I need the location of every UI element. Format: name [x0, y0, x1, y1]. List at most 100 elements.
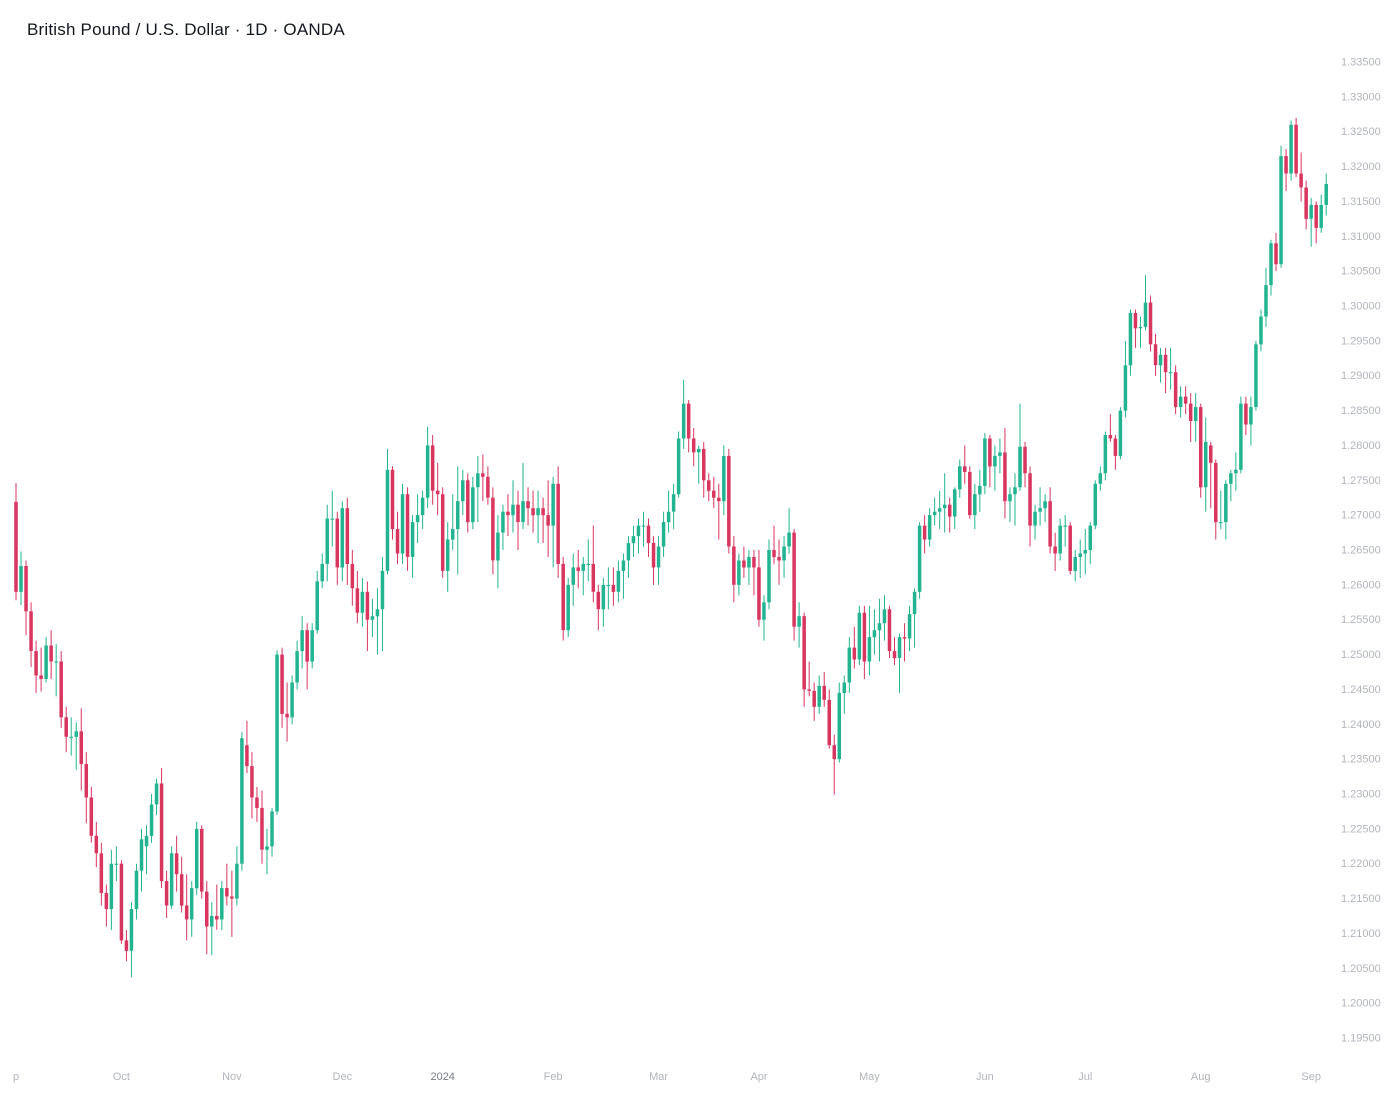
candle-body — [199, 828, 204, 892]
candle-body — [1093, 483, 1098, 526]
candle-body — [44, 645, 48, 679]
candle-body — [1118, 410, 1123, 456]
time-scale[interactable]: p Oct Nov Dec 2024 Feb Mar Apr May Jun Jul Aug Sep — [13, 1071, 1321, 1083]
candle-body — [963, 466, 967, 472]
candle-body — [114, 863, 119, 865]
price-scale[interactable]: 1.33500 1.33000 1.32500 1.32000 1.31500 1.310… — [1341, 57, 1381, 1045]
price-tick-label: 1.22500 — [1341, 823, 1381, 835]
candle-body — [481, 473, 485, 477]
candle-body — [626, 543, 631, 561]
time-tick-label: Apr — [750, 1071, 767, 1083]
candle-body — [290, 682, 294, 718]
candle-body — [867, 637, 872, 662]
candle-body — [300, 630, 304, 652]
candle-body — [179, 874, 184, 906]
candle-body — [927, 515, 932, 540]
candle-body — [425, 445, 430, 498]
candle-body — [400, 494, 405, 554]
candle-body — [852, 647, 857, 660]
symbol-title[interactable]: British Pound / U.S. Dollar · 1D · OANDA — [27, 20, 345, 39]
candle-body — [144, 835, 149, 847]
candle-body — [877, 623, 882, 631]
candle-body — [762, 602, 766, 620]
price-tick-label: 1.21500 — [1341, 893, 1381, 905]
price-tick-label: 1.23000 — [1341, 789, 1381, 801]
candle-body — [606, 584, 611, 586]
candle-body — [124, 940, 129, 951]
candle-body — [375, 609, 380, 617]
candle-body — [1259, 316, 1263, 345]
candle-body — [134, 870, 139, 909]
candle-body — [325, 518, 329, 564]
candle-body — [1053, 546, 1057, 554]
time-tick-label: p — [13, 1071, 19, 1083]
candle-body — [1168, 372, 1173, 374]
candle-body — [174, 853, 179, 875]
candle-body — [566, 584, 570, 631]
candle-body — [1148, 302, 1153, 345]
candle-body — [576, 567, 580, 571]
price-tick-label: 1.26000 — [1341, 579, 1381, 591]
candle-body — [1158, 354, 1163, 366]
candle-body — [1103, 435, 1108, 474]
candle-body — [245, 745, 249, 767]
candle-body — [887, 609, 892, 652]
candle-body — [812, 690, 816, 707]
candle-body — [872, 630, 877, 638]
candle-body — [1058, 525, 1062, 554]
time-tick-label: Jul — [1078, 1071, 1092, 1083]
candle-body — [215, 916, 219, 920]
candle-body — [360, 591, 365, 613]
price-tick-label: 1.20500 — [1341, 963, 1381, 975]
candle-body — [1018, 446, 1022, 488]
candle-body — [1068, 525, 1072, 571]
candle-body — [932, 511, 937, 516]
candle-body — [79, 731, 84, 765]
candle-body — [717, 497, 721, 502]
candle-body — [651, 543, 656, 568]
candle-body — [581, 563, 586, 571]
candle-body — [395, 529, 400, 554]
candle-body — [1033, 511, 1037, 526]
candle-body — [285, 713, 289, 718]
candle-body — [742, 560, 746, 568]
candle-body — [1163, 354, 1168, 373]
candle-body — [1008, 494, 1012, 502]
candle-body — [842, 682, 847, 693]
price-tick-label: 1.19500 — [1341, 1033, 1381, 1045]
candle-body — [149, 804, 154, 836]
candle-body — [440, 494, 445, 571]
candle-body — [1198, 407, 1203, 488]
candle-body — [501, 511, 505, 533]
candle-body — [370, 616, 375, 620]
price-tick-label: 1.29500 — [1341, 335, 1381, 347]
candle-body — [696, 448, 701, 453]
candle-body — [1239, 403, 1243, 470]
candle-body — [1264, 285, 1268, 317]
price-tick-label: 1.25500 — [1341, 614, 1381, 626]
candle-body — [205, 891, 209, 927]
candle-body — [1294, 124, 1298, 174]
price-tick-label: 1.33500 — [1341, 57, 1381, 69]
price-tick-label: 1.27000 — [1341, 510, 1381, 522]
candle-body — [847, 647, 852, 683]
price-tick-label: 1.24000 — [1341, 719, 1381, 731]
candle-body — [536, 508, 540, 516]
price-tick-label: 1.23500 — [1341, 754, 1381, 766]
price-tick-label: 1.27500 — [1341, 475, 1381, 487]
candle-body — [701, 448, 706, 481]
candle-body — [727, 455, 731, 547]
candle-body — [802, 616, 806, 690]
candle-body — [410, 522, 415, 557]
candle-body — [661, 522, 666, 547]
candle-body — [99, 853, 104, 893]
candle-body — [350, 563, 355, 589]
candle-body — [104, 893, 109, 909]
candle-body — [892, 651, 897, 659]
candle-body — [978, 485, 982, 495]
candle-body — [902, 637, 907, 639]
candle-body — [837, 692, 842, 760]
candle-body — [1289, 124, 1293, 174]
candle-body — [1299, 173, 1303, 188]
